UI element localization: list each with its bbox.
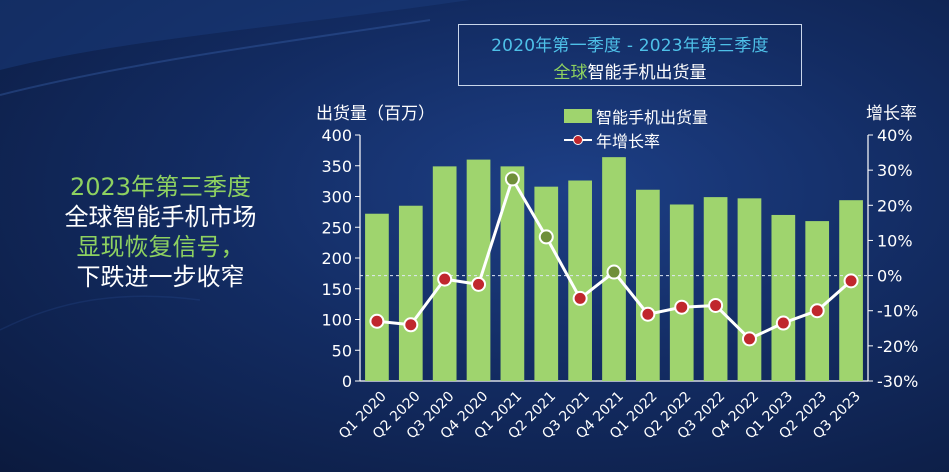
growth-point (403, 317, 419, 333)
chart-title-box: 2020年第一季度 - 2023年第三季度 全球智能手机出货量 (458, 24, 802, 86)
growth-point (504, 171, 520, 187)
growth-point (640, 306, 656, 322)
chart-title-line2: 全球智能手机出货量 (459, 58, 801, 83)
growth-point (606, 264, 622, 280)
bar (737, 198, 762, 381)
growth-point (775, 315, 791, 331)
chart-title-highlight: 全球 (553, 63, 588, 83)
y-tick-label: 50 (332, 341, 352, 360)
y-tick-label: 150 (321, 280, 352, 299)
bar (534, 186, 559, 381)
y-axis-title: 出货量（百万） (316, 104, 435, 124)
y2-axis-title: 增长率 (866, 104, 917, 124)
legend-label-growth: 年增长率 (596, 132, 661, 151)
growth-point (674, 299, 690, 315)
bar (500, 166, 525, 381)
y-tick-label: 250 (321, 218, 352, 237)
y2-tick-label: 10% (877, 231, 913, 250)
y2-tick-label: 40% (877, 126, 913, 145)
bar (466, 159, 491, 381)
legend-label-shipments: 智能手机出货量 (596, 108, 709, 127)
growth-point (471, 276, 487, 292)
bar (771, 214, 796, 381)
bar (703, 197, 728, 381)
headline-line4: 下跌进一步收窄 (76, 263, 245, 291)
y-tick-label: 200 (321, 249, 352, 268)
growth-point (708, 297, 724, 313)
headline-line1: 2023年第三季度 (69, 173, 252, 201)
y2-tick-label: -30% (877, 372, 918, 391)
growth-point (437, 271, 453, 287)
growth-point (809, 303, 825, 319)
y2-tick-label: 0% (877, 267, 902, 286)
legend-item-shipments: 智能手机出货量 (564, 104, 708, 128)
bar (568, 180, 592, 381)
growth-point (572, 290, 588, 306)
bar (636, 189, 660, 381)
y-tick-label: 400 (321, 126, 352, 145)
headline-text: 2023年第三季度 全球智能手机市场 显现恢复信号， 下跌进一步收窄 (18, 172, 303, 292)
growth-point (741, 331, 757, 347)
legend-line-swatch (564, 133, 592, 147)
y-tick-label: 350 (321, 157, 352, 176)
headline-line3: 显现恢复信号， (76, 233, 245, 261)
bar (398, 205, 423, 381)
headline-line2: 全球智能手机市场 (64, 203, 257, 231)
y2-tick-label: 30% (877, 161, 913, 180)
y-tick-label: 0 (342, 372, 352, 391)
bar (365, 213, 389, 381)
legend-item-growth: 年增长率 (564, 128, 708, 152)
y2-tick-label: -10% (877, 302, 918, 321)
bar (839, 200, 863, 381)
bar (805, 221, 830, 381)
chart-title-rest: 智能手机出货量 (587, 63, 707, 83)
y2-tick-label: -20% (877, 337, 918, 356)
y-tick-label: 300 (321, 188, 352, 207)
legend-bar-swatch (564, 109, 592, 123)
growth-point (538, 229, 554, 245)
growth-point (369, 313, 385, 329)
growth-point (843, 273, 859, 289)
y2-tick-label: 20% (877, 196, 913, 215)
chart-legend: 智能手机出货量 年增长率 (564, 104, 708, 152)
bar (669, 204, 694, 381)
chart-title-line1: 2020年第一季度 - 2023年第三季度 (491, 36, 769, 56)
y-tick-label: 100 (321, 311, 352, 330)
